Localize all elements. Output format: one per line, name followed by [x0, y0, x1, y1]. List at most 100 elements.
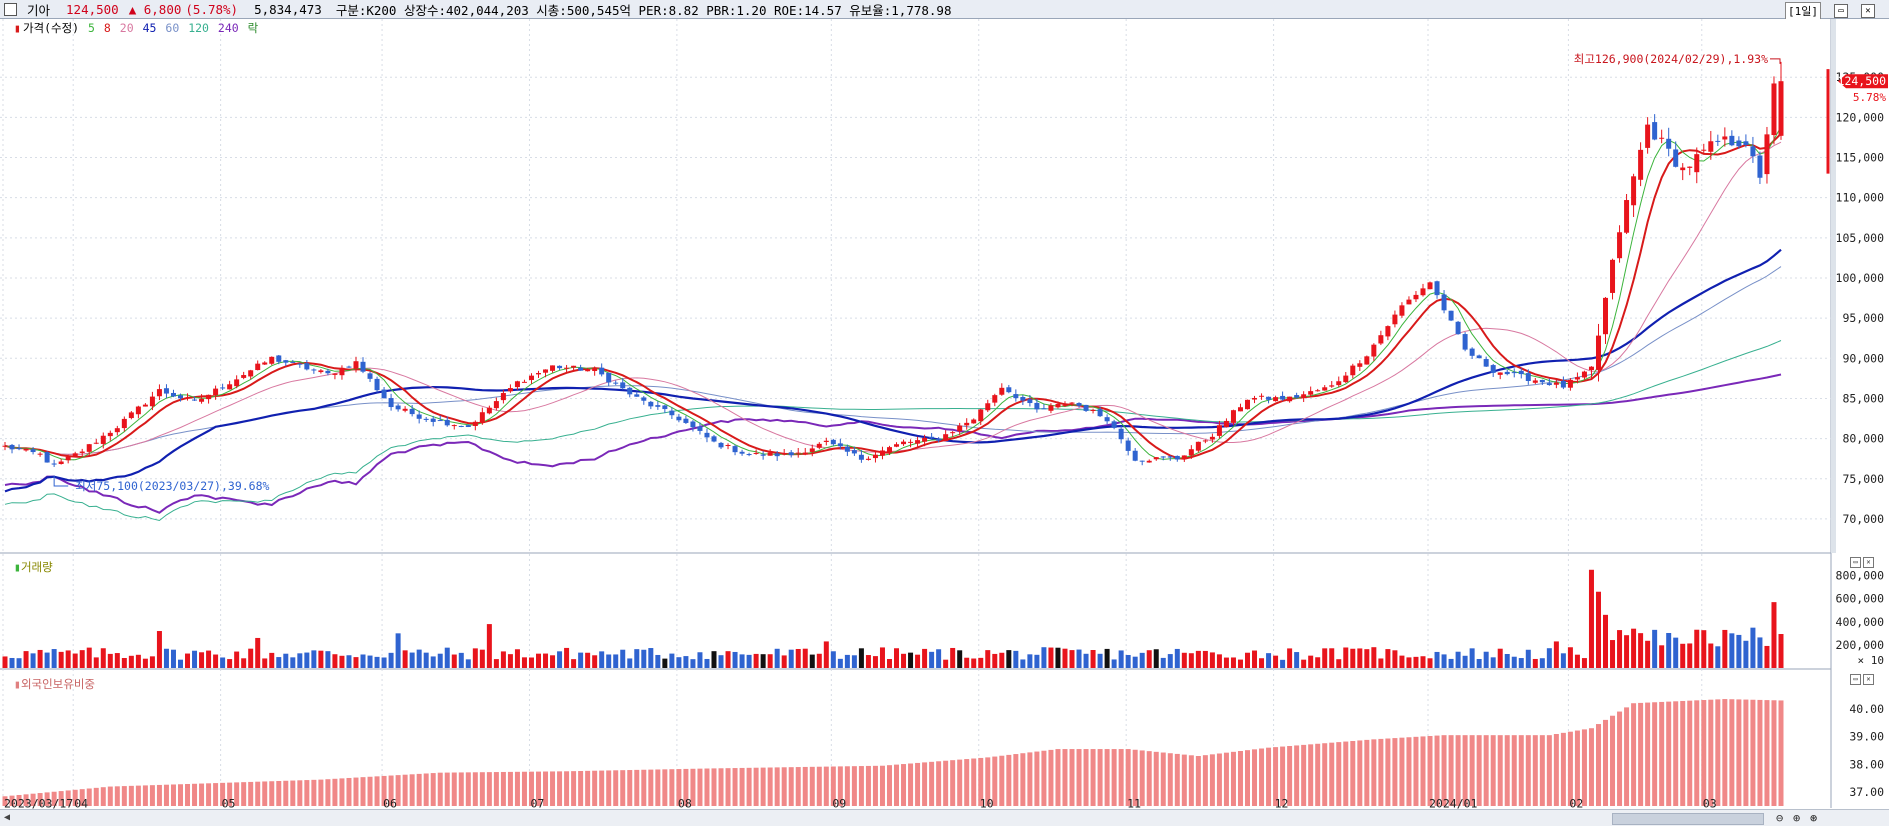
candle: [1588, 366, 1594, 371]
candle: [971, 419, 977, 424]
volume-bar: [795, 648, 801, 668]
foreign-ratio-bar: [262, 781, 268, 806]
foreign-ratio-bar: [1181, 754, 1187, 806]
foreign-ratio-bar: [886, 765, 892, 806]
candle: [1448, 310, 1454, 321]
foreign-ratio-bar: [795, 767, 801, 806]
volume-bar: [1673, 637, 1679, 668]
volume-bar: [1027, 654, 1033, 668]
restore-icon[interactable]: ▭: [1834, 4, 1848, 18]
candle: [1188, 449, 1194, 456]
horizontal-scrollbar[interactable]: ◀ ▶ ⊖ ⊕ ⊛: [0, 809, 1889, 826]
volume-bar: [1722, 629, 1728, 668]
volume-bar: [79, 650, 85, 668]
candle: [1174, 455, 1180, 460]
candle: [929, 436, 935, 439]
timeframe-selector[interactable]: [1일]: [1785, 2, 1821, 20]
foreign-tick-label: 37.00: [1849, 785, 1884, 799]
close-icon[interactable]: ✕: [1861, 4, 1875, 18]
foreign-ratio-bar: [156, 784, 162, 806]
candle: [648, 401, 654, 407]
volume-bar: [241, 658, 247, 668]
candle: [978, 409, 984, 422]
trade-volume: 5,834,473: [254, 1, 322, 17]
volume-bar: [774, 648, 780, 668]
volume-bar: [606, 654, 612, 668]
candle: [844, 446, 850, 452]
foreign-ratio-bar: [65, 790, 71, 806]
volume-bar: [578, 652, 584, 668]
x-tick-label: 06: [383, 797, 397, 810]
foreign-ratio-bar: [381, 775, 387, 806]
scroll-thumb[interactable]: [1612, 813, 1764, 825]
ma20-line: [4, 141, 1782, 455]
volume-bar: [1778, 634, 1784, 668]
foreign-ratio-bar: [177, 784, 183, 806]
foreign-ratio-bar: [1532, 735, 1538, 806]
foreign-ratio-bar: [283, 780, 289, 806]
foreign-ratio-bar: [802, 766, 808, 806]
volume-bar: [142, 658, 148, 668]
foreign-ratio-bar: [929, 761, 935, 806]
candle: [634, 394, 640, 397]
zoom-reset-icon[interactable]: ⊛: [1810, 811, 1818, 825]
candle: [37, 453, 43, 455]
foreign-ratio-bar: [1771, 700, 1777, 806]
volume-bar: [1448, 658, 1454, 668]
stock-chart[interactable]: 70,000 75,000 80,000 85,000 90,000 95,000 100,…: [0, 19, 1889, 809]
volume-bar: [978, 657, 984, 668]
candle: [627, 387, 633, 395]
volume-bar: [697, 652, 703, 668]
volume-tick-label: 200,000: [1836, 638, 1885, 652]
foreign-ratio-bar: [1364, 739, 1370, 806]
foreign-ratio-bar: [493, 772, 499, 806]
candle: [676, 416, 682, 421]
checkbox[interactable]: [4, 2, 17, 16]
volume-bar: [283, 653, 289, 668]
candle: [1581, 371, 1587, 378]
volume-bar: [114, 653, 120, 668]
volume-bar: [620, 649, 626, 668]
candle: [1048, 405, 1054, 411]
volume-bar: [676, 657, 682, 668]
ma5-line: [4, 126, 1782, 461]
foreign-ratio-bar: [1237, 751, 1243, 806]
foreign-ratio-bar: [746, 767, 752, 806]
volume-bar: [1652, 629, 1658, 668]
volume-bar: [1090, 650, 1096, 668]
close-icon[interactable]: ✕: [1863, 557, 1874, 568]
zoom-out-icon[interactable]: ⊖: [1776, 811, 1784, 825]
low-annotation: 최저75,100(2023/03/27),39.68%: [75, 479, 269, 493]
volume-bar: [1132, 656, 1138, 668]
candle: [1666, 138, 1672, 149]
foreign-ratio-bar: [1259, 748, 1265, 806]
foreign-ratio-bar: [1455, 735, 1461, 806]
candle: [1034, 402, 1040, 410]
foreign-ratio-bar: [1490, 735, 1496, 806]
zoom-in-icon[interactable]: ⊕: [1793, 811, 1801, 825]
candle: [781, 452, 787, 455]
foreign-ratio-bar: [1462, 735, 1468, 806]
volume-bar: [514, 649, 520, 668]
candle: [1694, 154, 1700, 173]
volume-bar: [753, 653, 759, 668]
candle: [1364, 356, 1370, 365]
candle: [718, 442, 724, 448]
maximize-icon[interactable]: ▭: [1850, 674, 1861, 685]
foreign-ratio-bar: [557, 771, 563, 806]
foreign-ratio-bar: [1560, 732, 1566, 806]
scroll-left-icon[interactable]: ◀: [4, 812, 11, 823]
foreign-ratio-bar: [297, 780, 303, 806]
foreign-ratio-bar: [1581, 729, 1587, 806]
foreign-ratio-bar: [1216, 753, 1222, 806]
maximize-icon[interactable]: ▭: [1850, 557, 1861, 568]
foreign-ratio-bar: [1111, 749, 1117, 806]
candle: [795, 452, 801, 454]
candle: [1638, 149, 1644, 180]
foreign-ratio-bar: [1378, 738, 1384, 806]
close-icon[interactable]: ✕: [1863, 674, 1874, 685]
volume-bar: [1343, 647, 1349, 668]
price-tick-label: 100,000: [1836, 271, 1885, 285]
candle: [1315, 390, 1321, 392]
candle: [1083, 404, 1089, 411]
